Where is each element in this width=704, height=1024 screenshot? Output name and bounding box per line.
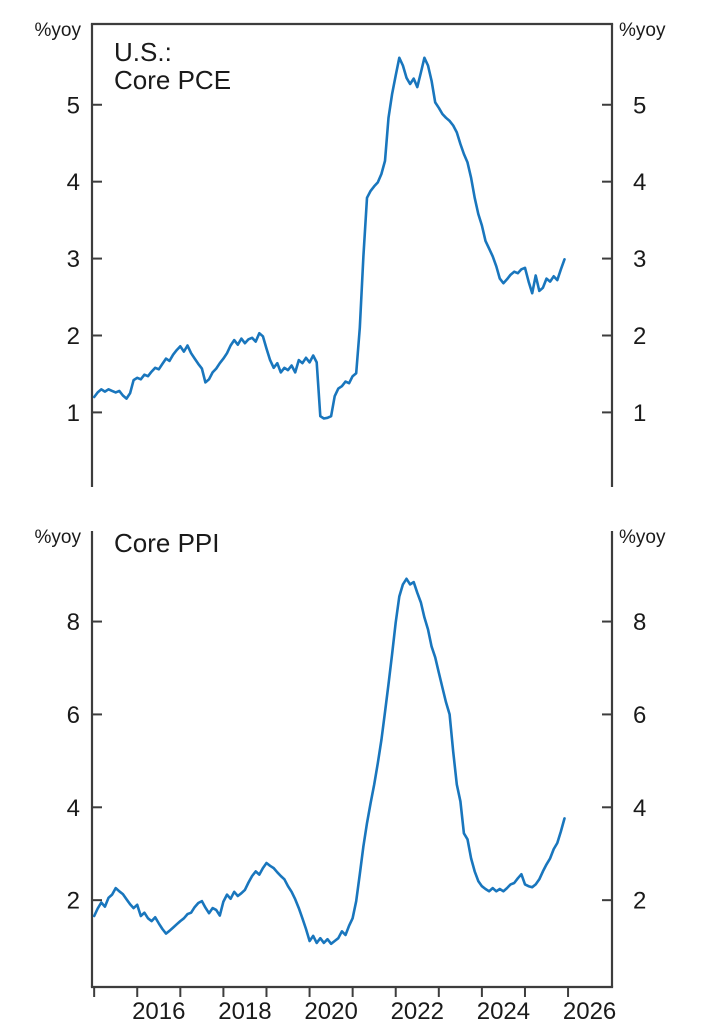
unit-label-right: %yoy (619, 20, 666, 41)
y-tick-label-right: 5 (633, 92, 646, 119)
y-tick-label-right: 2 (633, 888, 646, 915)
x-tick-label: 2016 (132, 998, 185, 1024)
unit-label-left: %yoy (35, 20, 82, 41)
y-tick-label-right: 1 (633, 400, 646, 427)
y-tick-label-left: 4 (67, 795, 80, 822)
series-core-pce (92, 56, 566, 420)
y-tick-label-right: 4 (633, 795, 646, 822)
y-tick-label-left: 2 (67, 888, 80, 915)
y-tick-label-left: 8 (67, 609, 80, 636)
y-tick-label-left: 2 (67, 323, 80, 350)
y-tick-label-right: 6 (633, 702, 646, 729)
y-tick-label-left: 5 (67, 92, 80, 119)
x-tick-label: 2022 (391, 998, 444, 1024)
y-tick-label-right: 3 (633, 246, 646, 273)
panel-title-line1: Core PPI (114, 528, 220, 558)
y-tick-label-left: 1 (67, 400, 80, 427)
panel-core-pce: %yoy %yoy U.S.: Core PCE 1 1 2 2 3 3 4 4 5 5 (35, 20, 666, 487)
y-tick-label-left: 3 (67, 246, 80, 273)
axes-core-pce: 1 1 2 2 3 3 4 4 5 5 (67, 22, 646, 487)
core-ppi-line (92, 577, 566, 946)
x-tick-label: 2024 (477, 998, 530, 1024)
axes-core-ppi: 2 2 4 4 6 6 8 8 2016 2018 2020 2022 2024 2026 (67, 531, 646, 1024)
series-core-ppi (92, 577, 566, 946)
x-tick-label: 2018 (218, 998, 271, 1024)
panel-title-line1: U.S.: (114, 37, 172, 67)
x-tick-label: 2020 (304, 998, 357, 1024)
core-pce-line (92, 56, 566, 420)
y-tick-label-right: 2 (633, 323, 646, 350)
unit-label-left: %yoy (35, 527, 82, 548)
x-tick-label: 2026 (563, 998, 616, 1024)
y-tick-label-right: 8 (633, 609, 646, 636)
y-tick-label-left: 6 (67, 702, 80, 729)
y-tick-label-right: 4 (633, 169, 646, 196)
y-tick-label-left: 4 (67, 169, 80, 196)
unit-label-right: %yoy (619, 527, 666, 548)
panel-title-line2: Core PCE (114, 65, 231, 95)
